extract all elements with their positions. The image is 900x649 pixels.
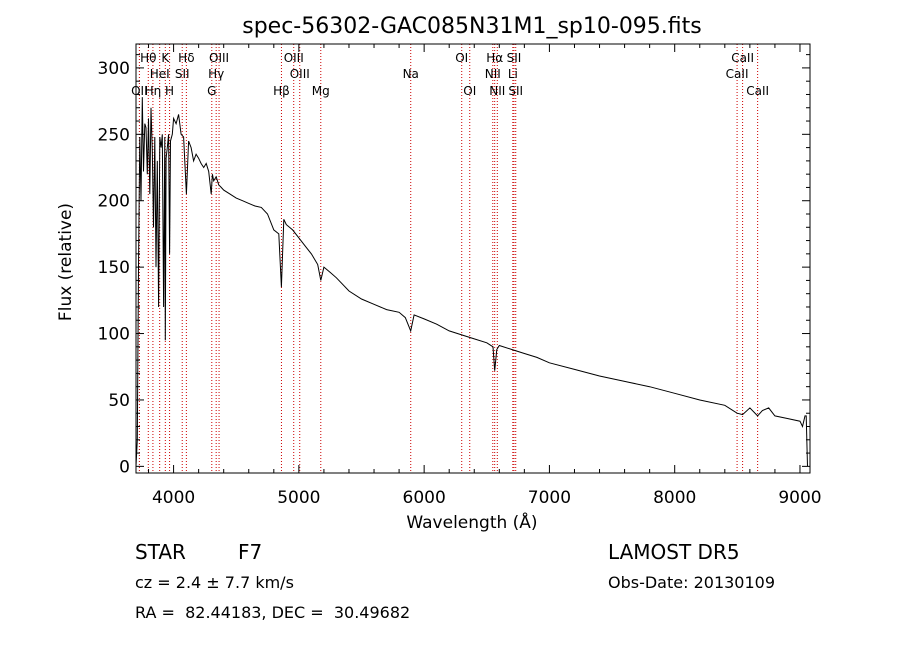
x-tick-label: 6000 [403, 488, 446, 508]
x-tick-label: 8000 [653, 488, 696, 508]
observation-date: Obs-Date: 20130109 [608, 573, 776, 592]
x-tick-label: 4000 [152, 488, 195, 508]
spectral-line-label: CaII [731, 51, 754, 65]
object-class: STAR [135, 540, 186, 564]
spectral-line-label: OIII [284, 51, 304, 65]
spectral-line-label: Mg [312, 84, 330, 98]
spectral-line-label: Na [403, 67, 419, 81]
spectral-line-label: OIII [209, 51, 229, 65]
spectral-line-label: Li [508, 67, 518, 81]
spectral-line-label: OI [455, 51, 468, 65]
spectral-line-label: Hα [486, 51, 503, 65]
spectral-line-label: SII [508, 84, 523, 98]
spectral-line-label: SII [175, 67, 190, 81]
y-tick-label: 300 [98, 59, 130, 79]
spectral-line-label: Hθ [140, 51, 156, 65]
object-subclass: F7 [238, 540, 263, 564]
spectral-line-label: Hδ [178, 51, 194, 65]
y-tick-label: 250 [98, 125, 130, 145]
redshift-velocity: cz = 2.4 ± 7.7 km/s [135, 573, 294, 592]
spectral-line-label: OII [131, 84, 148, 98]
y-axis-label: Flux (relative) [56, 203, 76, 321]
spectral-line-label: CaII [746, 84, 769, 98]
spectrum-series-line [135, 97, 808, 467]
y-tick-label: 0 [119, 457, 130, 477]
spectral-line-label: CaII [726, 67, 749, 81]
spectral-line-label: Hβ [273, 84, 290, 98]
x-axis-ticks: 4000 5000 6000 7000 8000 9000 [148, 44, 822, 508]
y-tick-label: 150 [98, 258, 130, 278]
x-tick-label: 9000 [778, 488, 821, 508]
spectral-line-label: SII [507, 51, 522, 65]
spectral-line-label: H [165, 84, 174, 98]
y-axis-ticks: 0 50 100 150 200 250 300 [98, 54, 810, 477]
emission-line-markers [138, 44, 759, 473]
spectral-line-label: K [161, 51, 170, 65]
spectral-line-label: Hη [145, 84, 162, 98]
survey-name: LAMOST DR5 [608, 540, 740, 564]
y-tick-label: 200 [98, 192, 130, 212]
spectral-line-label: NII [485, 67, 501, 81]
x-axis-label: Wavelength (Å) [406, 511, 537, 533]
x-tick-label: 7000 [528, 488, 571, 508]
y-tick-label: 100 [98, 325, 130, 345]
ra-dec-coordinates: RA = 82.44183, DEC = 30.49682 [135, 603, 411, 622]
y-tick-label: 50 [108, 391, 130, 411]
spectral-line-label: Hγ [208, 67, 224, 81]
spectral-line-label: OI [463, 84, 476, 98]
spectral-line-label: OIII [290, 67, 310, 81]
spectral-line-label: G [207, 84, 216, 98]
x-tick-label: 5000 [277, 488, 320, 508]
spectral-line-label: NII [489, 84, 505, 98]
chart-title: spec-56302-GAC085N31M1_sp10-095.fits [242, 14, 702, 39]
plot-frame [135, 43, 811, 474]
spectral-line-label: HeI [150, 67, 170, 81]
